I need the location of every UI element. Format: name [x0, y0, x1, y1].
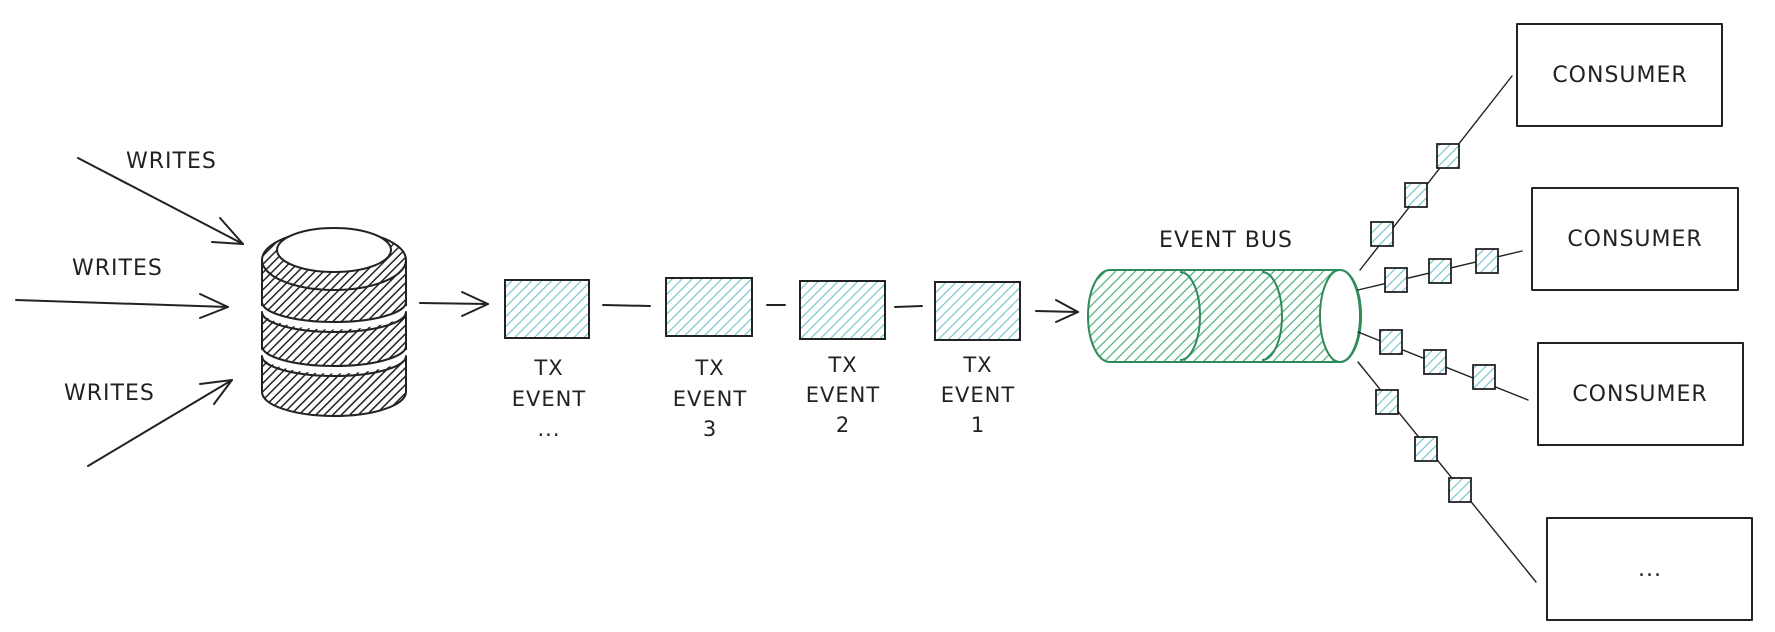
writes-inputs: WRITES WRITES WRITES [15, 149, 244, 467]
message-packet [1370, 221, 1394, 247]
tx-event-queue: TX EVENT ... TX EVENT 3 TX EVENT 2 TX EV… [504, 277, 1021, 441]
tx-event-line3: 2 [836, 413, 850, 437]
consumer-label: ... [1638, 557, 1662, 582]
message-packet [1423, 349, 1447, 375]
tx-event-item: TX EVENT 1 [934, 281, 1021, 437]
event-bus: EVENT BUS [1087, 228, 1362, 363]
pipe-cylinder-icon [1087, 269, 1362, 363]
message-packet [1475, 248, 1499, 274]
tx-event-item: TX EVENT 3 [665, 277, 753, 441]
fanout-lines [1357, 75, 1537, 583]
event-connector [894, 305, 923, 308]
tx-event-line3: 1 [971, 413, 985, 437]
writes-arrow-3 [87, 379, 233, 467]
consumers: CONSUMER CONSUMER CONSUMER ... [1516, 23, 1753, 621]
db-to-events-arrow [419, 291, 489, 317]
event-connector [602, 304, 651, 307]
writes-label-1: WRITES [126, 149, 217, 174]
consumer-box: CONSUMER [1531, 187, 1739, 291]
tx-event-item: TX EVENT ... [504, 279, 590, 441]
tx-event-line1: TX [533, 356, 563, 380]
database-cylinder-icon [258, 227, 410, 417]
writes-arrow-2 [15, 293, 229, 319]
tx-event-line2: EVENT [806, 383, 880, 407]
tx-event-line2: EVENT [512, 387, 586, 411]
tx-event-line1: TX [962, 353, 992, 377]
tx-event-line3: 3 [703, 417, 717, 441]
message-packet [1404, 182, 1428, 208]
consumer-box: CONSUMER [1537, 342, 1744, 446]
writes-label-3: WRITES [64, 381, 155, 406]
message-packet [1384, 267, 1408, 293]
events-to-bus-arrow [1035, 299, 1079, 323]
consumer-box: ... [1546, 517, 1753, 621]
consumer-label: CONSUMER [1572, 382, 1707, 407]
event-bus-label: EVENT BUS [1159, 228, 1293, 253]
writes-label-2: WRITES [72, 256, 163, 281]
tx-event-line2: EVENT [673, 387, 747, 411]
message-packet [1375, 389, 1399, 415]
tx-event-line3: ... [537, 417, 560, 441]
consumer-label: CONSUMER [1552, 63, 1687, 88]
tx-event-line1: TX [694, 356, 724, 380]
tx-event-item: TX EVENT 2 [799, 280, 886, 437]
message-packet [1414, 436, 1438, 462]
message-packet [1436, 143, 1460, 169]
message-packet [1472, 364, 1496, 390]
consumer-box: CONSUMER [1516, 23, 1723, 127]
tx-event-line2: EVENT [941, 383, 1015, 407]
message-packets [1370, 143, 1499, 503]
consumer-label: CONSUMER [1567, 227, 1702, 252]
writes-arrow-1 [77, 157, 244, 245]
tx-event-line1: TX [827, 353, 857, 377]
message-packet [1428, 258, 1452, 284]
message-packet [1448, 477, 1472, 503]
message-packet [1379, 329, 1403, 355]
